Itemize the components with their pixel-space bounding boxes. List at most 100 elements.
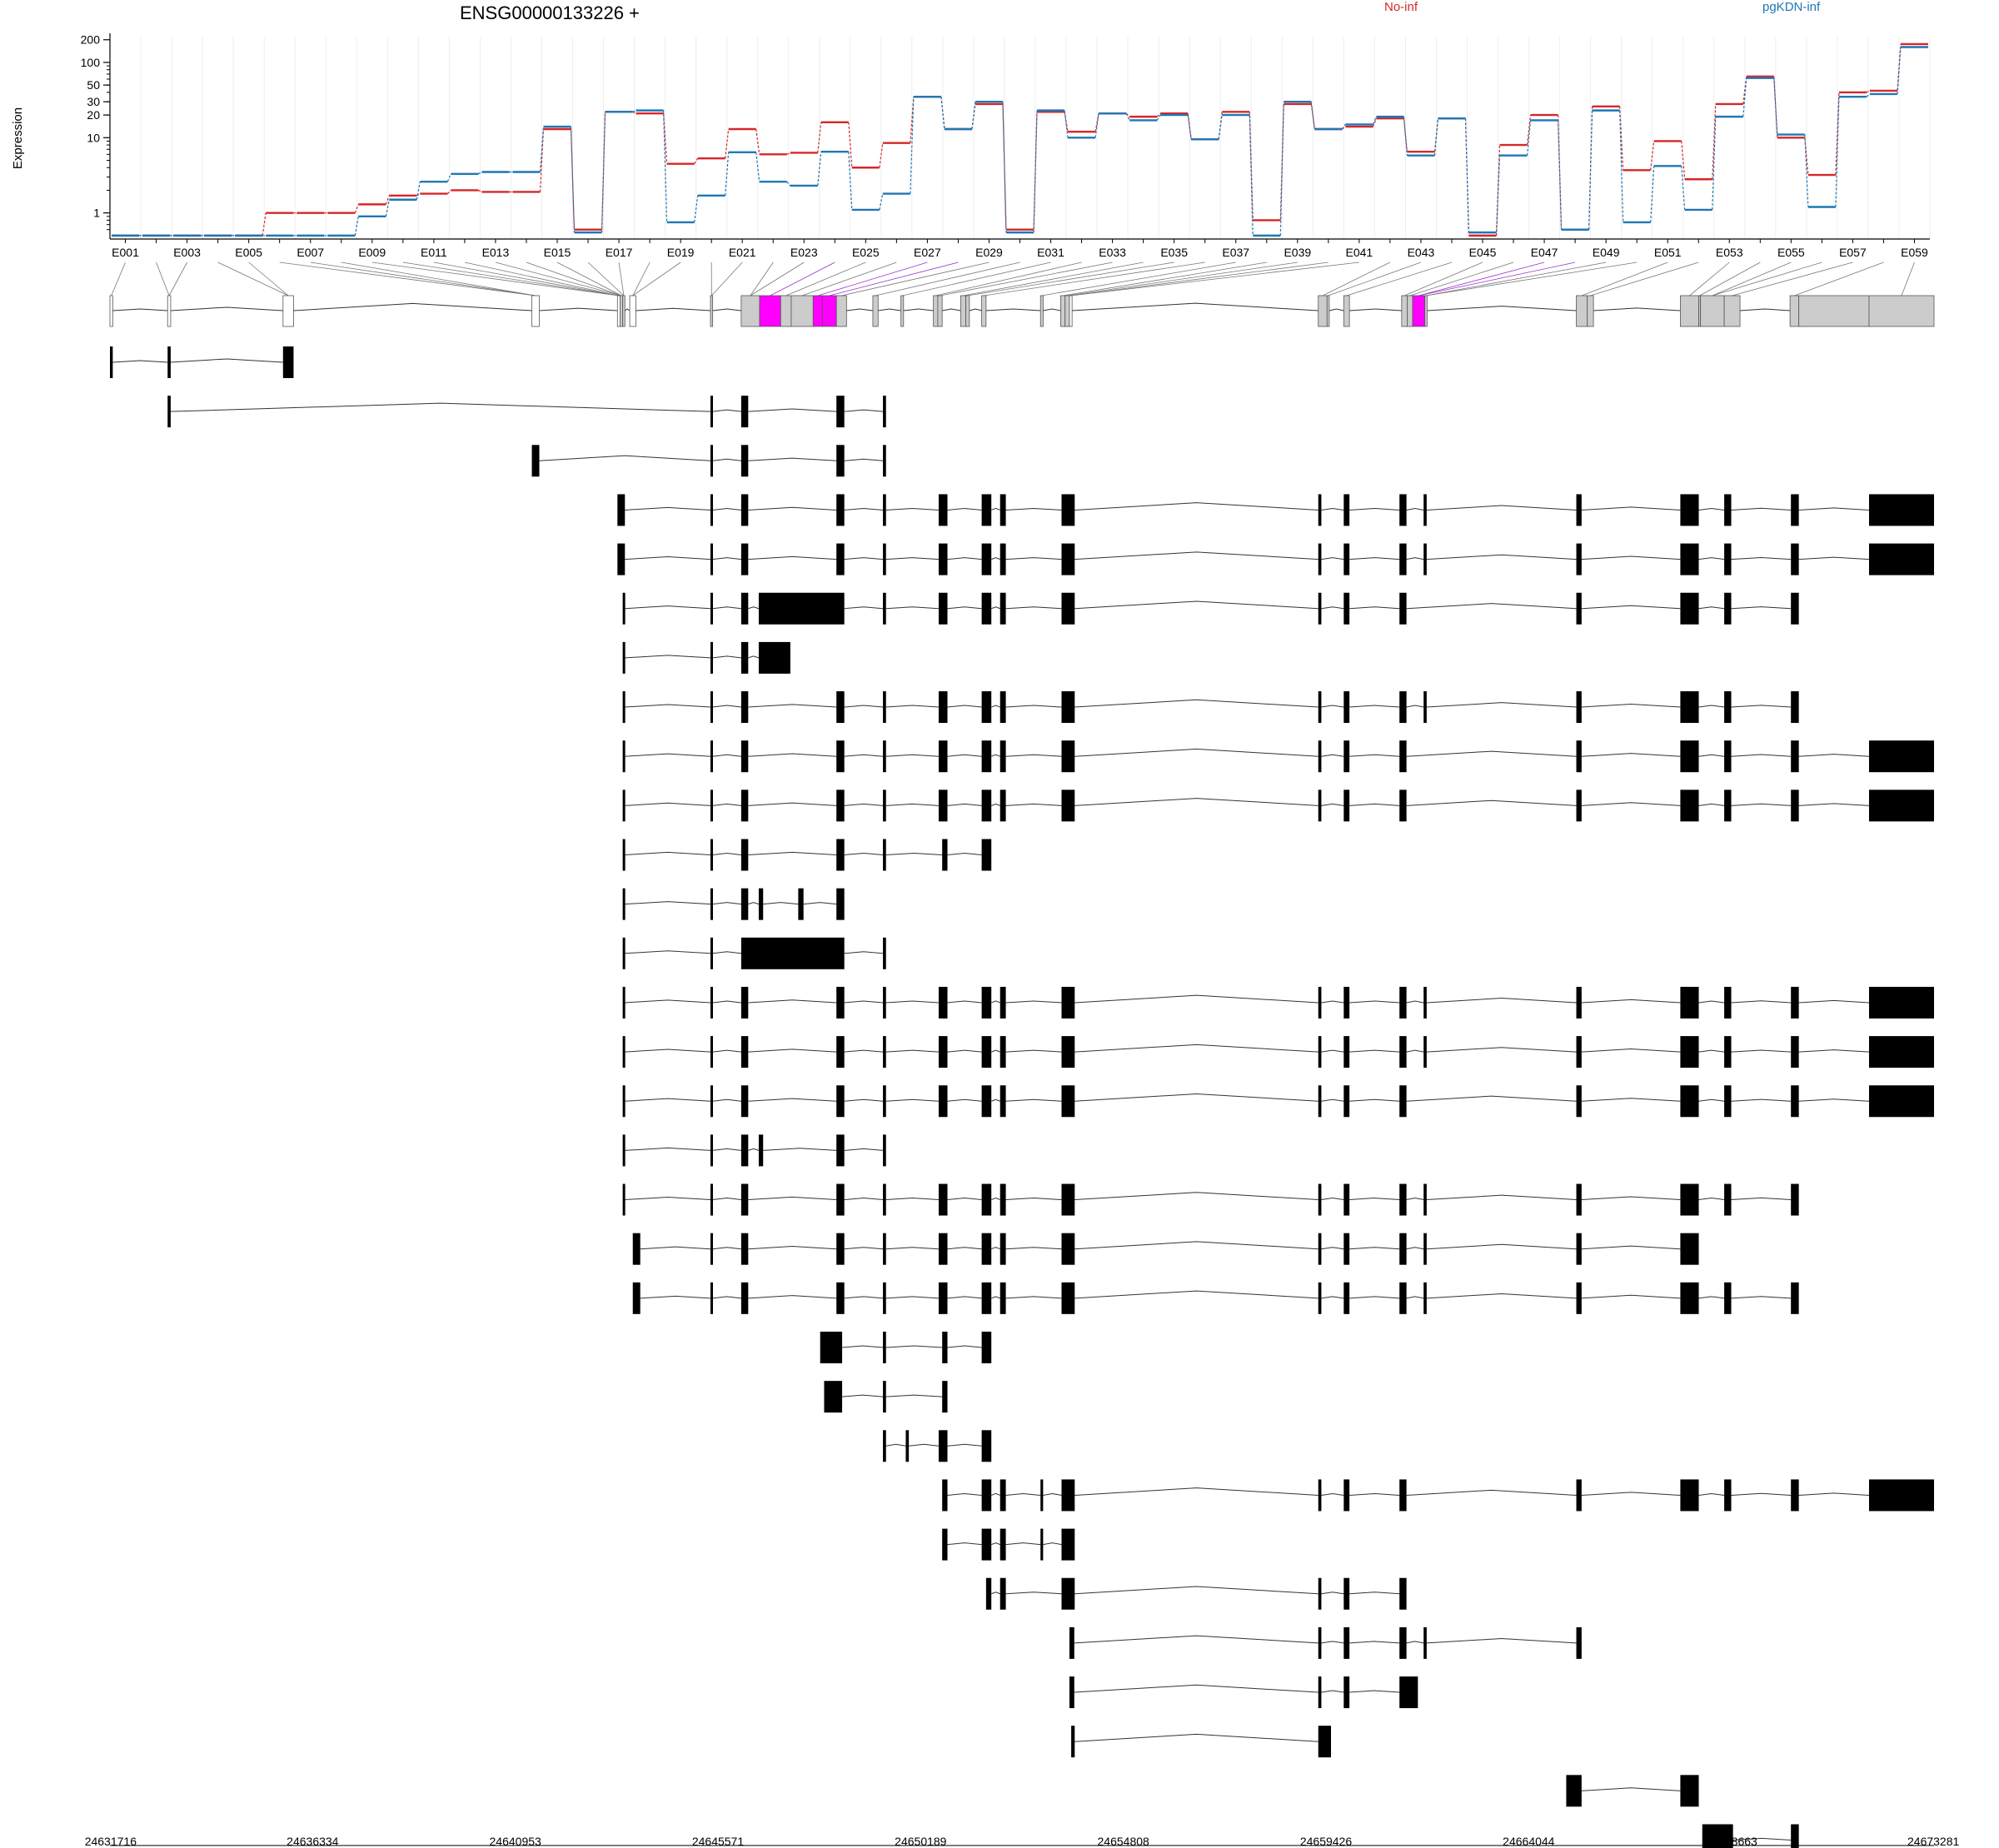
series-connector	[1002, 102, 1007, 233]
transcript-exon	[1318, 1233, 1322, 1265]
transcript-exon	[740, 641, 749, 674]
series-connector	[1094, 113, 1099, 132]
transcript-exon	[1343, 1233, 1350, 1265]
transcript-exon	[820, 1332, 843, 1363]
transcript-intron	[1731, 803, 1792, 806]
genome-tick-label: 24654808	[1098, 1835, 1150, 1848]
transcript-exon	[883, 1085, 886, 1118]
series-connector	[1773, 77, 1778, 135]
gene-model-exon	[780, 295, 792, 327]
transcript-intron	[640, 1246, 711, 1250]
transcript-exon	[1399, 1626, 1407, 1659]
transcript-exon	[622, 740, 626, 773]
transcript-exon	[1061, 592, 1075, 625]
transcript-intron	[1005, 507, 1062, 511]
transcript-intron	[1581, 1787, 1681, 1791]
transcript-intron	[748, 457, 837, 461]
transcript-exon	[531, 445, 540, 477]
transcript-exon	[1000, 691, 1006, 724]
series-connector	[725, 152, 730, 196]
exon-label-connector	[829, 262, 959, 296]
transcript-exon	[883, 740, 886, 773]
gene-model-intron	[624, 308, 631, 311]
series-connector	[755, 152, 760, 182]
exon-label-connector	[1409, 262, 1514, 296]
transcript-tracks	[110, 346, 1934, 1848]
transcript-intron	[712, 705, 741, 708]
gene-model-exon	[1064, 295, 1070, 327]
transcript-intron	[1321, 705, 1344, 708]
transcript-exon	[883, 1134, 886, 1167]
series-connector	[1835, 97, 1840, 207]
transcript-intron	[803, 902, 837, 905]
transcript-exon	[1868, 1479, 1934, 1512]
transcript-exon	[981, 1282, 992, 1314]
series-connector	[1495, 155, 1501, 233]
transcript-intron	[1349, 803, 1400, 806]
y-tick-label: 20	[87, 108, 100, 122]
transcript-intron	[1698, 1000, 1725, 1004]
transcript-intron	[844, 458, 884, 461]
gene-model-exon	[710, 295, 714, 327]
gene-model-exon	[620, 295, 624, 327]
transcript-exon	[1000, 1282, 1006, 1314]
transcript-exon	[883, 839, 886, 871]
series-connector	[478, 189, 482, 193]
gene-model-exon	[282, 295, 294, 327]
genome-tick-label: 24659426	[1300, 1835, 1353, 1848]
exon-label-connector	[632, 262, 681, 296]
transcript-intron	[885, 557, 940, 560]
transcript-exon	[622, 790, 626, 822]
transcript-intron	[844, 1000, 884, 1004]
transcript-intron	[625, 753, 711, 757]
transcript-exon	[938, 1085, 948, 1118]
exon-label-connector	[1322, 262, 1391, 296]
transcript-intron	[1005, 1049, 1062, 1053]
transcript-exon	[836, 543, 845, 575]
transcript-exon	[1423, 986, 1427, 1019]
transcript-intron	[1321, 1492, 1344, 1496]
transcript-exon	[167, 396, 171, 428]
transcript-intron	[1406, 603, 1577, 610]
exon-label-connector	[841, 262, 990, 296]
series-connector	[694, 195, 699, 223]
exon-label-connector	[1426, 262, 1607, 296]
transcript-exon	[710, 1233, 713, 1265]
transcript-exon	[1343, 1282, 1350, 1314]
x-tick-label: E057	[1839, 246, 1867, 259]
transcript-intron	[1074, 699, 1319, 708]
transcript-intron	[1321, 1098, 1344, 1102]
transcript-exon	[981, 790, 992, 822]
transcript-exon	[167, 346, 171, 378]
series-connector	[1064, 112, 1069, 132]
series-connector	[1619, 110, 1624, 222]
transcript-exon	[622, 1183, 626, 1216]
transcript-exon	[758, 641, 790, 674]
transcript-intron	[885, 1345, 943, 1348]
transcript-exon	[1576, 1479, 1582, 1512]
transcript-exon	[1791, 1085, 1799, 1118]
transcript-exon	[981, 592, 992, 625]
transcript-exon	[1680, 790, 1699, 822]
gene-model-exon	[1868, 295, 1935, 327]
transcript-intron	[625, 950, 711, 954]
series-connector	[1187, 113, 1192, 140]
transcript-exon	[1399, 691, 1407, 724]
series-connector	[1526, 115, 1532, 146]
transcript-exon	[1318, 986, 1322, 1019]
transcript-exon	[905, 1430, 910, 1462]
transcript-exon	[282, 346, 294, 378]
transcript-exon	[622, 888, 626, 920]
gene-model-intron	[539, 307, 618, 311]
exon-label-connector	[817, 262, 928, 296]
transcript-exon	[1000, 1479, 1006, 1512]
transcript-exon	[710, 1134, 713, 1167]
transcript-exon	[1680, 1085, 1699, 1118]
gene-model-exon	[1326, 295, 1330, 327]
transcript-exon	[1000, 592, 1006, 625]
transcript-exon	[981, 1085, 992, 1118]
transcript-exon	[1061, 494, 1075, 526]
transcript-exon	[1318, 543, 1322, 575]
x-tick-label: E047	[1531, 246, 1558, 259]
transcript-intron	[712, 803, 741, 806]
